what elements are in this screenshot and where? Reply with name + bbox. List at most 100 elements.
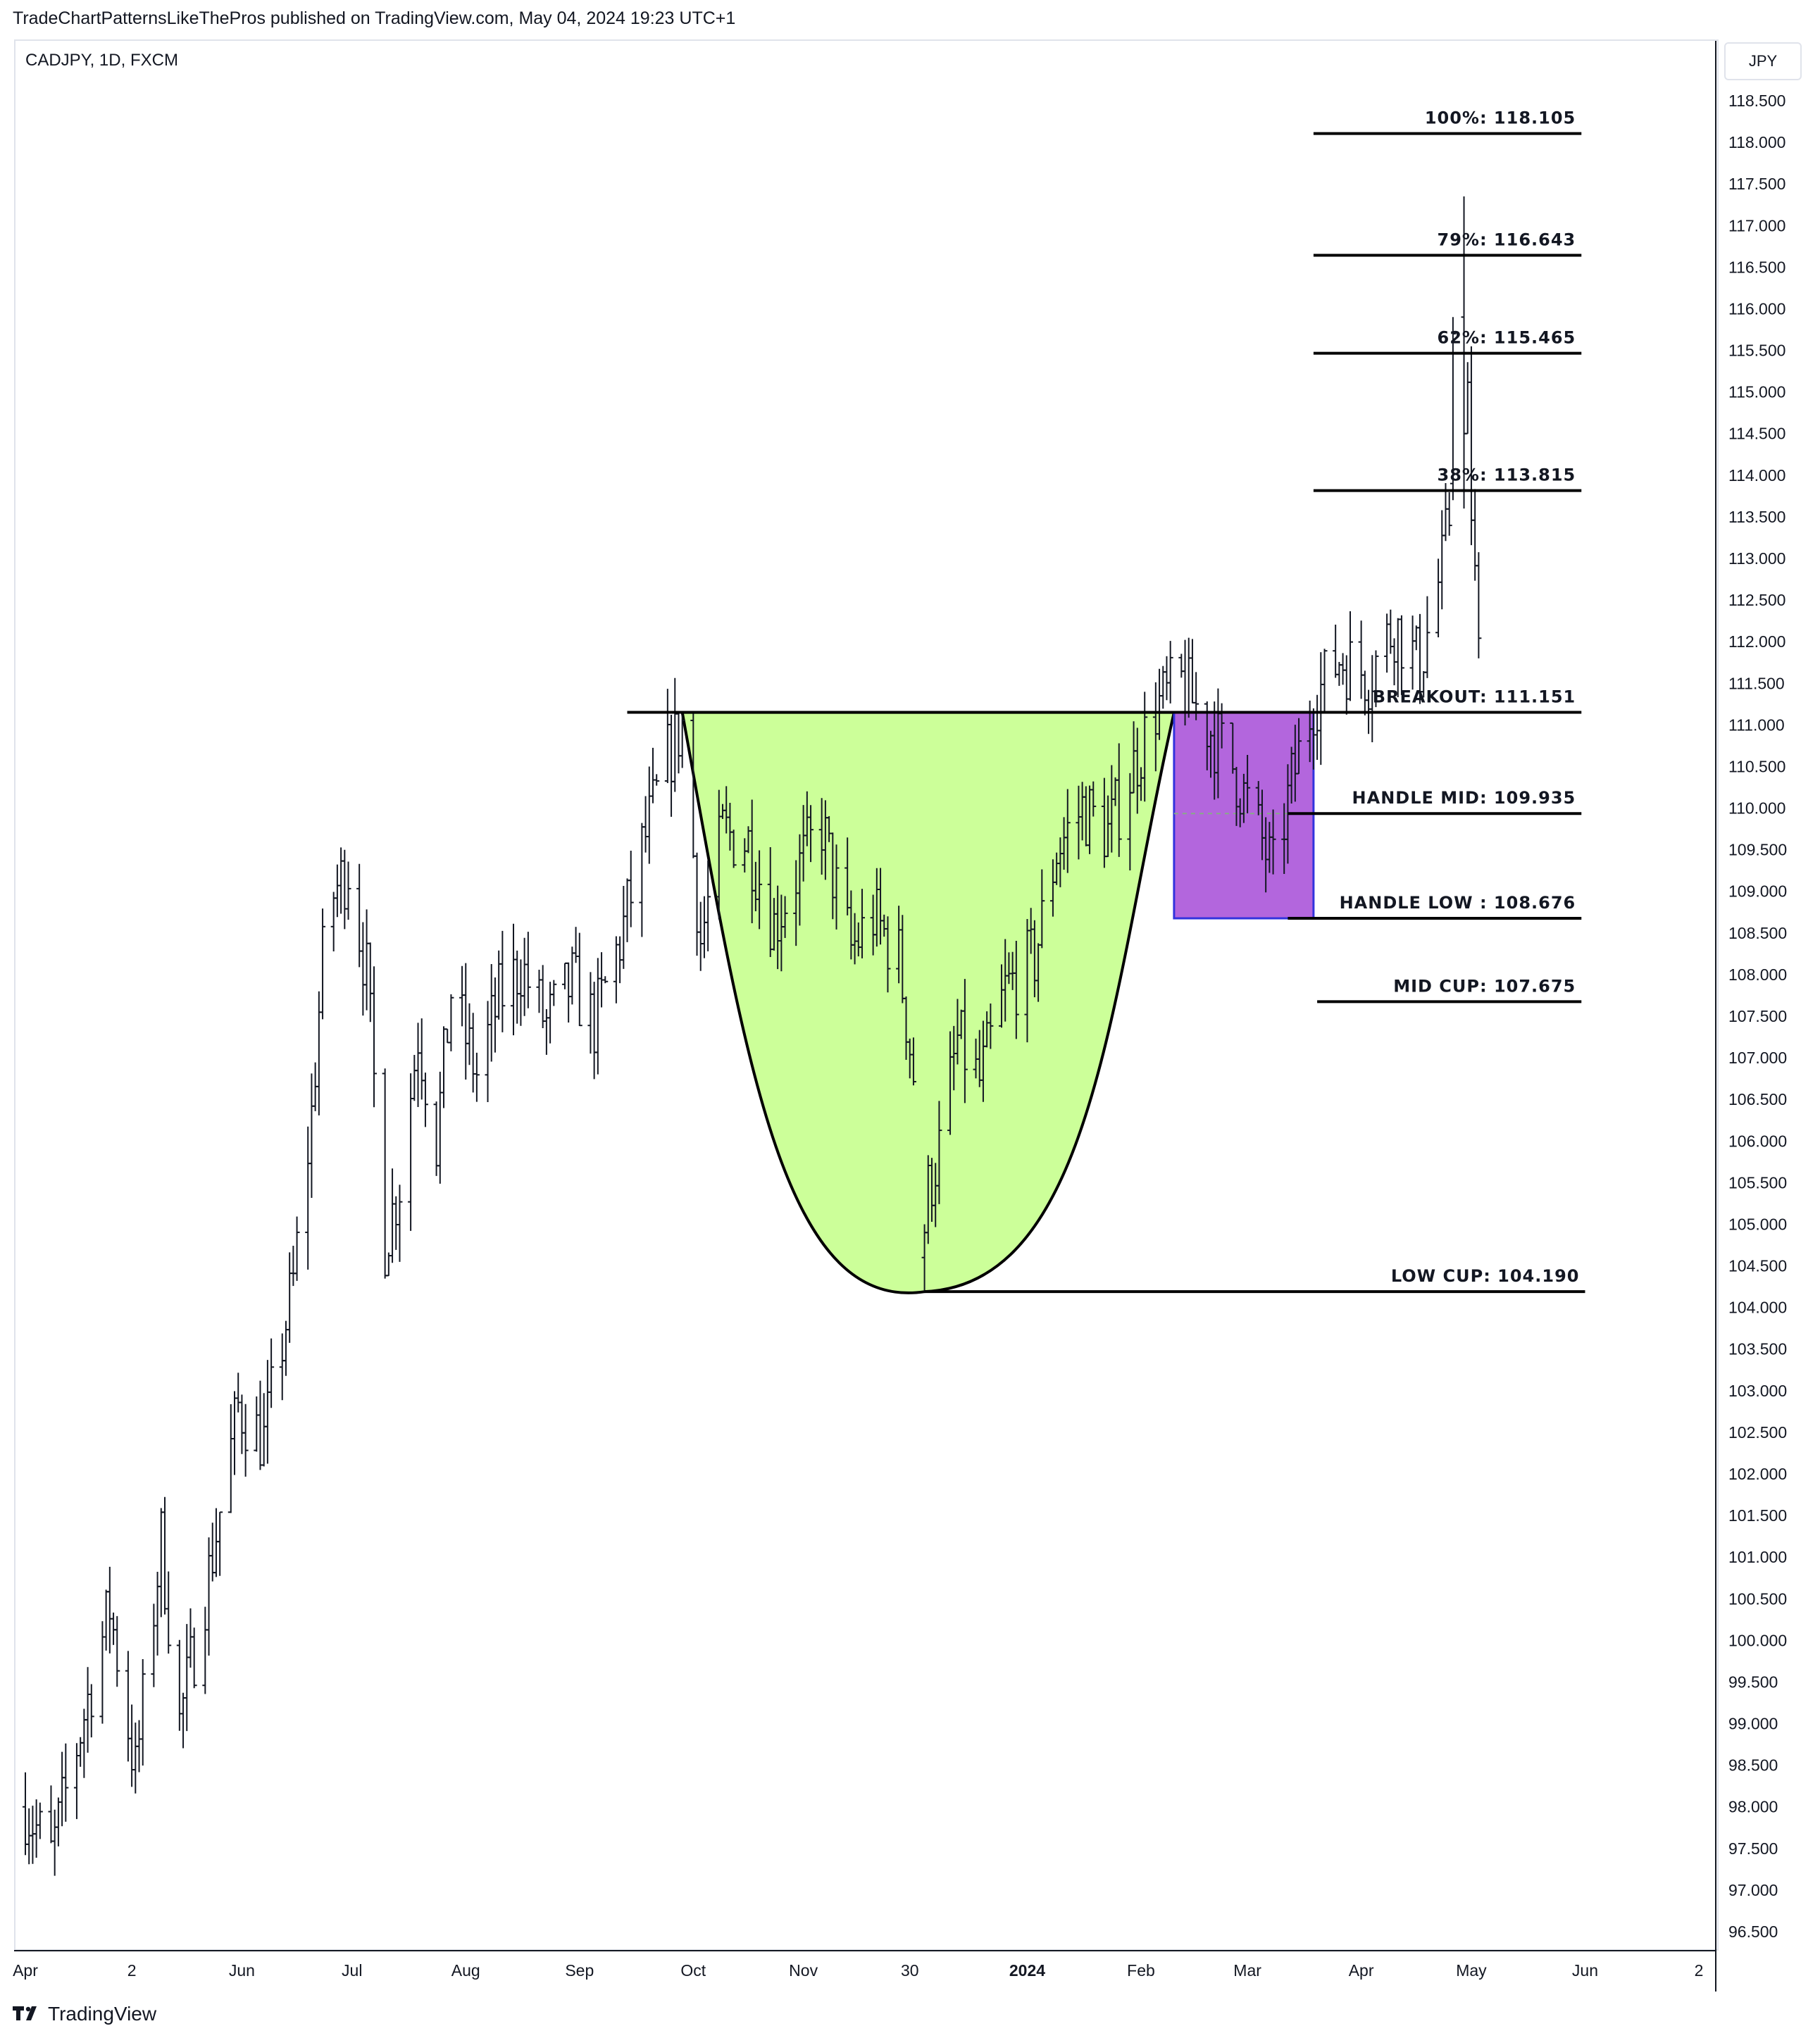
time-tick-label: Apr bbox=[13, 1961, 38, 1980]
ohlc-bar bbox=[668, 714, 675, 817]
ohlc-bar bbox=[305, 1126, 311, 1270]
ohlc-bar bbox=[1384, 613, 1390, 673]
price-tick-label: 110.500 bbox=[1728, 757, 1785, 775]
ohlc-bar bbox=[936, 1101, 942, 1204]
price-axis[interactable]: 96.500 97.000 97.500 98.000 98.500 99.000 99.5… bbox=[1715, 41, 1787, 1992]
ohlc-bar bbox=[1347, 611, 1353, 701]
footer: TradingView bbox=[13, 2000, 156, 2028]
tradingview-logo-icon[interactable] bbox=[13, 2006, 41, 2022]
ohlc-bar bbox=[345, 861, 351, 920]
ohlc-bar bbox=[268, 1338, 275, 1408]
ohlc-bar bbox=[1439, 510, 1445, 610]
price-tick-label: 111.000 bbox=[1728, 715, 1785, 734]
price-tick-label: 114.500 bbox=[1728, 425, 1785, 443]
ohlc-bar bbox=[459, 965, 466, 1027]
ohlc-bar bbox=[1340, 653, 1346, 685]
ohlc-bar bbox=[859, 889, 865, 958]
price-tick-label: 104.500 bbox=[1728, 1257, 1787, 1275]
ohlc-bar bbox=[338, 847, 344, 914]
ohlc-bar bbox=[129, 1704, 135, 1787]
price-tick-label: 117.500 bbox=[1728, 175, 1785, 193]
ohlc-bar bbox=[1343, 655, 1350, 715]
level-label: 100%: 118.105 bbox=[1425, 108, 1576, 128]
ohlc-bar bbox=[411, 1055, 418, 1101]
time-tick-label: 30 bbox=[901, 1961, 919, 1980]
level-label: 79%: 116.643 bbox=[1438, 230, 1576, 249]
ohlc-bar bbox=[389, 1168, 396, 1263]
ohlc-bar bbox=[1189, 639, 1195, 704]
ohlc-bar bbox=[139, 1659, 146, 1766]
ohlc-bar bbox=[1296, 718, 1302, 775]
time-axis[interactable]: Apr 2 Jun Jul Aug Sep Oct Nov 30 2024 Feb Mar Apr May… bbox=[13, 1950, 1716, 1980]
ohlc-bar bbox=[591, 982, 597, 1080]
ohlc-bar bbox=[180, 1692, 187, 1749]
ohlc-bar bbox=[594, 958, 601, 1075]
price-tick-label: 97.000 bbox=[1728, 1881, 1778, 1899]
ohlc-bar bbox=[1373, 650, 1379, 708]
ohlc-bar bbox=[33, 1799, 39, 1858]
price-tick-label: 103.500 bbox=[1728, 1340, 1787, 1358]
price-tick-label: 105.000 bbox=[1728, 1215, 1787, 1233]
ohlc-bar bbox=[566, 962, 572, 1023]
ohlc-bar bbox=[613, 936, 619, 1004]
price-tick-label: 100.000 bbox=[1728, 1631, 1787, 1649]
price-tick-label: 101.500 bbox=[1728, 1506, 1787, 1525]
footer-brand: TradingView bbox=[48, 2003, 157, 2025]
ohlc-bar bbox=[833, 844, 840, 930]
level-label: HANDLE MID: 109.935 bbox=[1352, 788, 1576, 808]
ohlc-bar bbox=[217, 1511, 223, 1576]
ohlc-bar bbox=[360, 922, 366, 1016]
time-tick-label: Jul bbox=[342, 1961, 362, 1980]
ohlc-bar bbox=[466, 1003, 473, 1065]
price-tick-label: 107.500 bbox=[1728, 1007, 1787, 1025]
price-tick-label: 99.500 bbox=[1728, 1673, 1778, 1691]
ohlc-bar bbox=[561, 962, 568, 989]
ohlc-bar bbox=[158, 1508, 164, 1618]
ohlc-bar bbox=[136, 1720, 142, 1773]
ohlc-bar bbox=[235, 1373, 242, 1413]
ohlc-bar bbox=[367, 942, 373, 1023]
ohlc-bar bbox=[85, 1667, 91, 1753]
ohlc-bar bbox=[602, 976, 609, 984]
time-tick-label: Mar bbox=[1233, 1961, 1261, 1980]
time-tick-label: May bbox=[1456, 1961, 1487, 1980]
ohlc-bar bbox=[675, 713, 682, 774]
ohlc-bar bbox=[569, 946, 575, 1005]
currency-button[interactable]: JPY bbox=[1724, 42, 1802, 80]
ohlc-bar bbox=[576, 932, 582, 1027]
ohlc-bar bbox=[587, 972, 594, 1054]
ohlc-bar bbox=[1064, 789, 1071, 873]
price-tick-label: 96.500 bbox=[1728, 1923, 1778, 1941]
price-tick-label: 104.000 bbox=[1728, 1299, 1787, 1317]
ohlc-bar bbox=[547, 982, 554, 1044]
ohlc-bar bbox=[697, 901, 704, 971]
ohlc-bar bbox=[382, 1068, 388, 1279]
ohlc-bar bbox=[132, 1723, 139, 1794]
ohlc-bar bbox=[334, 864, 340, 918]
ohlc-bar bbox=[294, 1216, 300, 1281]
ohlc-bar bbox=[1413, 625, 1419, 651]
ohlc-bar bbox=[782, 896, 788, 938]
ohlc-bar bbox=[642, 796, 649, 853]
ohlc-bar bbox=[694, 852, 700, 956]
ohlc-bar bbox=[184, 1624, 190, 1732]
time-tick-label: Feb bbox=[1127, 1961, 1155, 1980]
ohlc-bar bbox=[1185, 637, 1192, 718]
ohlc-bar bbox=[51, 1809, 58, 1876]
ohlc-bar bbox=[1039, 869, 1045, 949]
ohlc-bar bbox=[1090, 781, 1097, 817]
ohlc-bar bbox=[191, 1627, 197, 1689]
ohlc-bar bbox=[187, 1608, 194, 1668]
ohlc-bar bbox=[1424, 596, 1431, 678]
time-tick-label: 2 bbox=[127, 1961, 137, 1980]
ohlc-bar bbox=[488, 963, 494, 1062]
ohlc-bar bbox=[437, 1071, 443, 1184]
price-tick-label: 117.000 bbox=[1728, 216, 1785, 235]
price-tick-label: 107.000 bbox=[1728, 1049, 1787, 1067]
ohlc-bar bbox=[473, 1052, 480, 1102]
price-tick-label: 111.500 bbox=[1728, 674, 1785, 692]
level-label: LOW CUP: 104.190 bbox=[1391, 1266, 1580, 1286]
ohlc-bar bbox=[808, 805, 814, 863]
ohlc-bar bbox=[308, 1073, 315, 1198]
